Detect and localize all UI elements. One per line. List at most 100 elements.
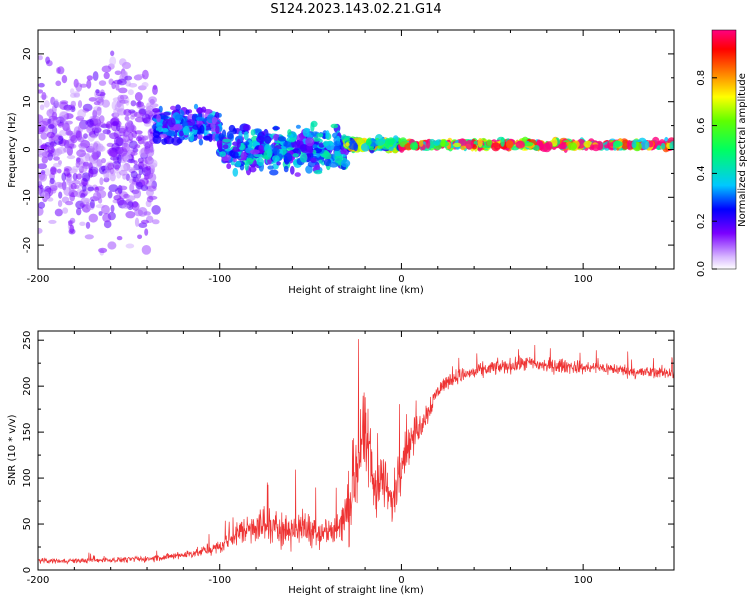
spectrogram-cell bbox=[84, 234, 94, 240]
spectrogram-cell bbox=[76, 207, 82, 216]
spectrogram-y-tick-label: 10 bbox=[22, 95, 33, 108]
spectrogram-cell bbox=[44, 142, 51, 147]
spectrogram-cell bbox=[216, 140, 223, 149]
spectrogram-cell bbox=[612, 140, 623, 147]
spectrogram-cell bbox=[226, 130, 234, 140]
spectrogram-cell bbox=[505, 140, 514, 149]
spectrogram-cell bbox=[38, 89, 44, 94]
spectrogram-cell bbox=[345, 142, 350, 147]
spectrogram-cell bbox=[98, 211, 103, 216]
spectrogram-cell bbox=[152, 84, 158, 90]
spectrogram-cell bbox=[353, 142, 359, 152]
spectrogram-cell bbox=[290, 165, 295, 175]
spectrogram-cell bbox=[99, 177, 104, 186]
spectrogram-cell bbox=[258, 144, 264, 154]
spectrogram-cell bbox=[232, 146, 239, 152]
spectrogram-cell bbox=[669, 141, 674, 151]
spectrogram-cell bbox=[86, 75, 93, 81]
spectrogram-cell bbox=[339, 150, 347, 155]
spectrogram-cell bbox=[73, 184, 80, 189]
spectrogram-cell bbox=[375, 138, 385, 146]
snr-series-line bbox=[38, 339, 674, 565]
spectrogram-cell bbox=[130, 115, 135, 120]
spectrogram-x-ticks: -200 -100 0 100 bbox=[27, 30, 657, 285]
spectrogram-cell bbox=[98, 197, 103, 204]
colorbar-gradient bbox=[711, 29, 737, 270]
spectrogram-cell bbox=[66, 177, 73, 186]
spectrogram-cell bbox=[70, 88, 75, 95]
spectrogram-cell bbox=[72, 172, 78, 181]
spectrogram-cell bbox=[63, 147, 69, 153]
spectrogram-cell bbox=[102, 213, 112, 223]
spectrogram-cell bbox=[299, 152, 308, 163]
spectrogram-cell bbox=[124, 115, 130, 121]
spectrogram-cell bbox=[38, 201, 46, 209]
spectrogram-cell bbox=[81, 172, 91, 182]
spectrogram-cell bbox=[109, 56, 117, 66]
spectrogram-cell bbox=[103, 72, 110, 80]
spectrogram-cell bbox=[59, 100, 69, 105]
spectrogram-cell bbox=[325, 130, 330, 140]
spectrogram-cell bbox=[333, 141, 342, 146]
spectrogram-cell bbox=[118, 127, 127, 134]
spectrogram-cell bbox=[124, 75, 133, 81]
spectrogram-cell bbox=[232, 157, 237, 163]
snr-x-tick-label: 100 bbox=[574, 575, 593, 586]
spectrogram-cell bbox=[147, 156, 153, 161]
spectrogram-cell bbox=[88, 213, 99, 223]
spectrogram-cell bbox=[96, 106, 102, 117]
spectrogram-cell bbox=[491, 142, 501, 152]
spectrogram-cell bbox=[66, 139, 75, 148]
spectrogram-cell bbox=[232, 167, 239, 177]
spectrogram-cell bbox=[60, 115, 67, 123]
snr-y-tick-label: 50 bbox=[22, 518, 33, 531]
spectrogram-cell bbox=[330, 123, 339, 129]
spectrogram-cell bbox=[118, 185, 128, 191]
spectrogram-cell bbox=[77, 100, 83, 109]
spectrogram-cell bbox=[199, 124, 205, 134]
spectrogram-cell bbox=[276, 161, 281, 166]
spectrogram-cell bbox=[125, 195, 136, 201]
spectrogram-cell bbox=[246, 157, 254, 165]
spectrogram-cell bbox=[235, 160, 242, 167]
spectrogram-x-tick-label: 0 bbox=[398, 274, 404, 285]
spectrogram-cell bbox=[419, 140, 424, 147]
spectrogram-cell bbox=[185, 109, 190, 115]
spectrogram-cell bbox=[294, 172, 301, 177]
spectrogram-cell bbox=[43, 100, 50, 108]
spectrogram-cell bbox=[135, 177, 140, 183]
spectrogram-cell bbox=[142, 69, 149, 80]
spectrogram-cell bbox=[292, 153, 299, 158]
spectrogram-cell bbox=[198, 138, 204, 146]
spectrogram-cell bbox=[515, 140, 525, 149]
spectrogram-cell bbox=[283, 141, 292, 148]
spectrogram-cell bbox=[107, 162, 115, 171]
spectrogram-cell bbox=[272, 155, 280, 162]
spectrogram-cell bbox=[141, 82, 149, 88]
spectrogram-cell bbox=[127, 89, 134, 96]
spectrogram-cell bbox=[51, 187, 57, 194]
snr-frame bbox=[37, 330, 675, 571]
spectrogram-cell bbox=[135, 181, 143, 190]
spectrogram-cell bbox=[256, 157, 264, 167]
spectrogram-cell bbox=[145, 105, 155, 116]
spectrogram-cell bbox=[120, 164, 127, 172]
snr-x-axis-label: Height of straight line (km) bbox=[288, 585, 424, 596]
spectrogram-cell bbox=[73, 191, 81, 198]
spectrogram-cell bbox=[316, 133, 324, 138]
spectrogram-cell bbox=[79, 193, 86, 199]
spectrogram-cell bbox=[328, 162, 339, 168]
snr-y-tick-label: 0 bbox=[22, 567, 33, 573]
spectrogram-cell bbox=[134, 130, 143, 135]
spectrogram-x-tick-label: -200 bbox=[27, 274, 50, 285]
spectrogram-cell bbox=[105, 123, 111, 129]
spectrogram-cell bbox=[137, 157, 144, 164]
spectrogram-cell bbox=[236, 138, 241, 148]
spectrogram-cell bbox=[125, 167, 136, 172]
spectrogram-cell bbox=[141, 245, 152, 255]
spectrogram-cell bbox=[197, 134, 203, 140]
spectrogram-cell bbox=[433, 140, 441, 147]
spectrogram-cell bbox=[113, 194, 122, 201]
